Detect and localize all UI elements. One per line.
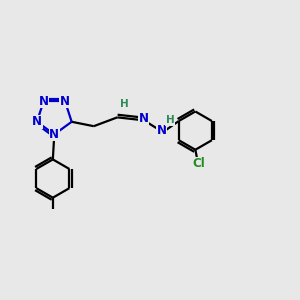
Text: N: N — [32, 115, 42, 128]
Text: H: H — [166, 115, 175, 125]
Text: N: N — [49, 128, 59, 141]
Text: N: N — [139, 112, 149, 125]
Text: N: N — [39, 95, 49, 108]
Text: H: H — [120, 99, 129, 109]
Text: N: N — [157, 124, 166, 137]
Text: Cl: Cl — [192, 157, 205, 170]
Text: N: N — [60, 95, 70, 108]
